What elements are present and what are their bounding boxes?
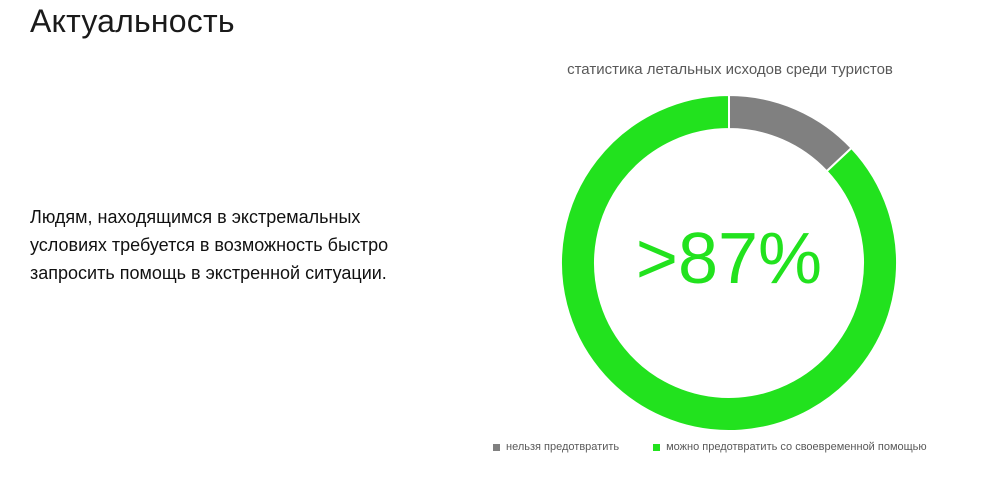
legend-swatch-0: [493, 443, 500, 451]
center-label: >87%: [636, 219, 822, 299]
legend-label: можно предотвратить со своевременной пом…: [666, 441, 927, 453]
legend-item: можно предотвратить со своевременной пом…: [653, 441, 927, 453]
legend-swatch-1: [653, 443, 661, 451]
slice-1: [560, 93, 898, 432]
legend-item: нельзя предотвратить: [493, 441, 619, 453]
chart-slices: [560, 93, 898, 432]
slice-0: [728, 93, 853, 173]
slide-title: Актуальность: [30, 3, 235, 39]
legend-label: нельзя предотвратить: [506, 441, 620, 453]
chart-legend: нельзя предотвратить можно предотвратить…: [493, 441, 927, 453]
chart-title: статистика летальных исходов среди турис…: [567, 61, 893, 78]
body-text: Людям, находящимся в экстремальных услов…: [30, 207, 389, 283]
doughnut-chart: >87%: [560, 93, 898, 432]
